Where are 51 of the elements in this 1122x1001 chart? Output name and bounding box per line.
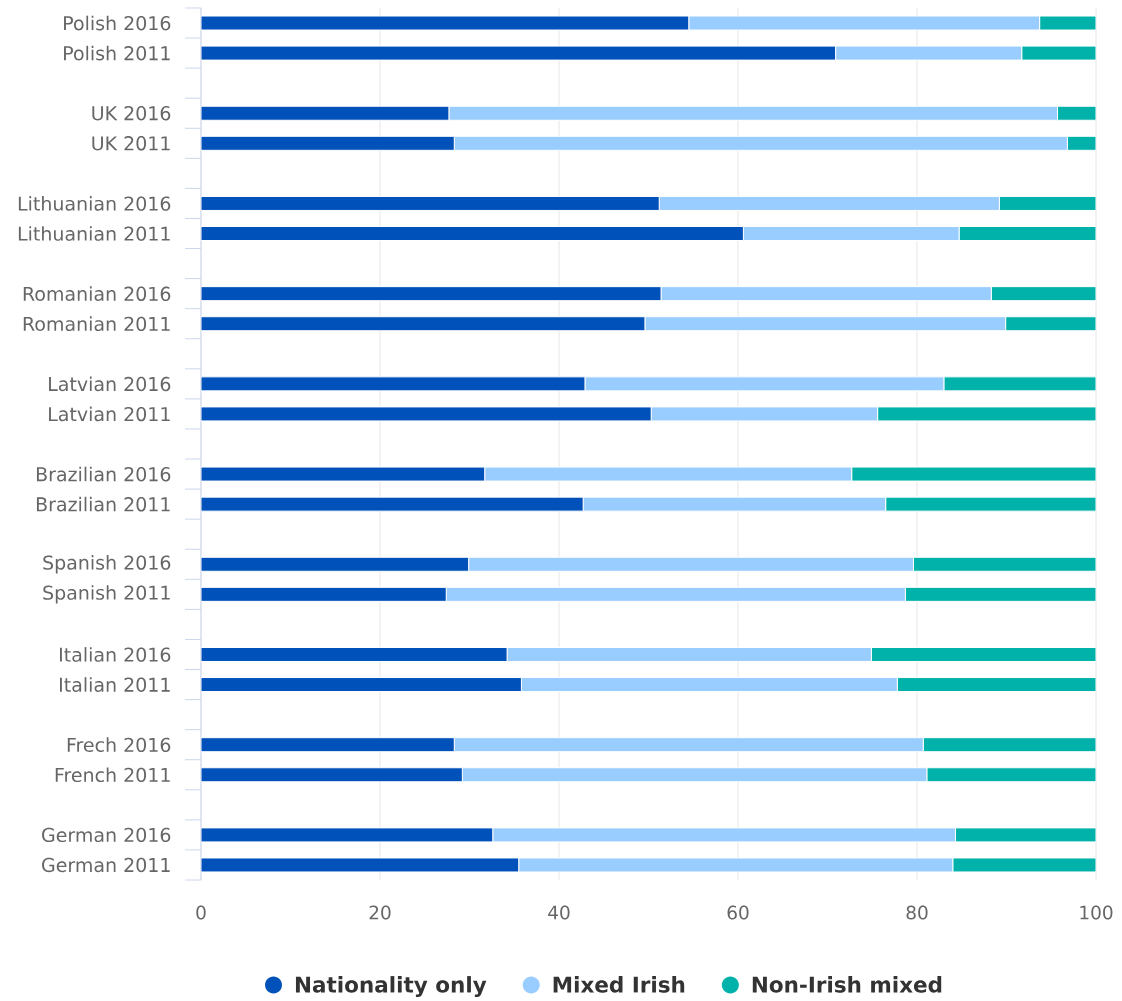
bar [998,195,1097,211]
bar [201,556,470,572]
y-tick-label: Spanish 2016 [43,555,171,574]
bar [870,646,1097,662]
bar [904,586,1097,602]
bar [201,586,447,602]
y-tick-label: Polish 2011 [64,45,170,61]
bar [201,105,450,121]
bar [201,677,522,693]
y-tick-label: Brazilian 2011 [36,496,170,512]
bar [201,767,463,783]
x-tick-label: 80 [906,905,928,920]
y-tick-label: French 2011 [55,767,170,783]
bar [201,135,455,151]
x-tick-label: 60 [727,905,749,920]
y-tick-label: Latvian 2011 [49,406,170,422]
x-tick-label: 100 [1080,905,1113,920]
bar [201,195,660,211]
x-tick-label: 20 [369,905,391,920]
bar [958,226,1097,242]
bar [912,556,1097,572]
bar [201,316,646,332]
legend-label: Non-Irish mixed [752,976,942,993]
y-tick-label: Spanish 2011 [43,585,170,604]
bar [201,737,455,753]
bar [922,737,1097,753]
y-tick-label: Romanian 2016 [23,286,171,301]
y-tick-label: UK 2011 [92,136,170,151]
y-tick-label: Polish 2016 [64,15,171,31]
legend-label: Nationality only [295,976,487,998]
y-tick-label: Italian 2016 [60,647,171,662]
y-tick-label: German 2011 [42,857,170,873]
y-tick-label: UK 2016 [92,106,171,121]
y-tick-label: Lithuanian 2016 [18,196,171,211]
y-tick-label: Lithuanian 2011 [18,226,170,241]
x-tick-label: 40 [548,905,570,920]
y-tick-label: Latvian 2016 [49,376,171,392]
x-tick-label: 0 [196,905,206,920]
bar [926,767,1097,783]
bar [201,286,662,302]
y-tick-label: Frech 2016 [67,737,171,753]
bar [896,677,1097,693]
legend-label: Mixed Irish [553,976,685,993]
y-tick-label: Brazilian 2016 [36,466,171,482]
bar [201,226,744,242]
bar [1005,316,1097,332]
y-tick-label: Romanian 2011 [23,316,170,332]
bar [990,286,1097,302]
y-tick-label: Italian 2011 [60,677,170,692]
bar [201,646,508,662]
y-tick-label: German 2016 [42,827,171,843]
